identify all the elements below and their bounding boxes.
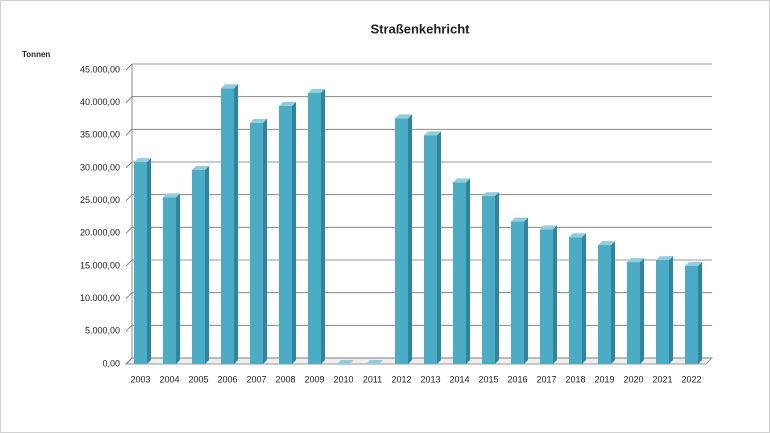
x-tick-label: 2018 <box>565 374 585 384</box>
bar-top <box>366 360 383 364</box>
x-tick-label: 2015 <box>478 374 498 384</box>
bar-side <box>669 256 673 364</box>
bar <box>192 169 205 364</box>
bar-side <box>640 258 644 364</box>
bar-top <box>685 262 702 266</box>
bar <box>308 92 321 364</box>
bar <box>598 245 611 364</box>
grid-line <box>125 161 712 169</box>
y-tick-label: 25.000,00 <box>80 195 120 205</box>
x-tick-label: 2019 <box>594 374 614 384</box>
bar-side <box>321 88 325 364</box>
bar-top <box>134 158 151 163</box>
x-tick-label: 2007 <box>246 374 266 384</box>
bar-side <box>553 225 557 364</box>
bar <box>424 135 437 364</box>
x-tick-label: 2021 <box>652 374 672 384</box>
x-tick-label: 2010 <box>333 374 353 384</box>
y-tick-label: 30.000,00 <box>80 162 120 172</box>
y-tick-label: 10.000,00 <box>80 293 120 303</box>
bar-top <box>656 256 673 261</box>
bar <box>656 260 669 364</box>
chart-title: Straßenkehricht <box>371 21 471 36</box>
bar <box>627 262 640 364</box>
y-tick-label: 5.000,00 <box>85 326 120 336</box>
bar-side <box>698 262 702 364</box>
x-tick-label: 2008 <box>275 374 295 384</box>
x-tick-label: 2006 <box>217 374 237 384</box>
bar-side <box>582 233 586 364</box>
x-tick-label: 2020 <box>623 374 643 384</box>
y-tick-label: 0,00 <box>102 358 120 368</box>
x-tick-label: 2016 <box>507 374 527 384</box>
bar-top <box>598 241 615 246</box>
bar <box>134 162 147 364</box>
x-tick-label: 2003 <box>130 374 150 384</box>
x-tick-label: 2004 <box>159 374 179 384</box>
bar-top <box>192 165 209 170</box>
bar <box>511 221 524 364</box>
bar <box>163 197 176 364</box>
grid-line <box>125 96 712 103</box>
bar-side <box>495 192 499 364</box>
bar <box>453 182 466 364</box>
bar <box>250 122 263 364</box>
x-tick-label: 2022 <box>681 374 701 384</box>
bar-top <box>540 225 557 230</box>
y-tick-label: 40.000,00 <box>80 97 120 107</box>
x-tick-label: 2014 <box>449 374 469 384</box>
grid-line <box>125 63 712 71</box>
bar <box>395 118 408 364</box>
x-tick-label: 2013 <box>420 374 440 384</box>
y-tick-label: 20.000,00 <box>80 228 120 238</box>
y-tick-label: 15.000,00 <box>80 260 120 270</box>
bar-top <box>511 217 528 222</box>
bar-top <box>482 192 499 197</box>
bar-top <box>424 131 441 136</box>
x-tick-label: 2012 <box>391 374 411 384</box>
grid-line <box>125 194 712 201</box>
bar <box>685 266 698 364</box>
x-tick-label: 2009 <box>304 374 324 384</box>
bar-side <box>263 118 267 364</box>
x-tick-label: 2005 <box>188 374 208 384</box>
bar-side <box>408 114 412 364</box>
bar-side <box>176 193 180 364</box>
bar-side <box>524 217 528 364</box>
bar <box>279 105 292 364</box>
bar-top <box>163 193 180 198</box>
bar-side <box>611 241 615 364</box>
y-axis-label: Tonnen <box>22 50 50 59</box>
bar-top <box>221 84 238 89</box>
bar-top <box>308 88 325 93</box>
x-tick-label: 2011 <box>363 374 382 384</box>
bar <box>569 237 582 364</box>
y-tick-label: 45.000,00 <box>80 64 120 74</box>
bar-top <box>627 258 644 263</box>
bar-side <box>466 178 470 364</box>
bar <box>540 229 553 364</box>
bar-top <box>337 360 354 364</box>
bar-side <box>292 101 296 364</box>
floor <box>124 357 714 365</box>
bar-side <box>205 165 209 364</box>
bar-side <box>147 158 151 364</box>
bar-side <box>437 131 441 364</box>
bar-top <box>395 114 412 119</box>
x-tick-label: 2017 <box>536 374 556 384</box>
bar-top <box>569 233 586 238</box>
bar-side <box>234 84 238 364</box>
bar <box>221 88 234 364</box>
bar-top <box>250 118 267 123</box>
grid-line <box>125 128 712 136</box>
bar-top <box>279 101 296 106</box>
bar <box>482 196 495 364</box>
y-tick-label: 35.000,00 <box>80 130 120 140</box>
bar-top <box>453 178 470 183</box>
